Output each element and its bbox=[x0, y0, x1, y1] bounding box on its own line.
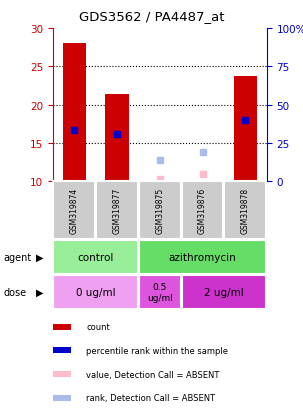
Bar bbox=[234, 77, 257, 182]
Text: GSM319875: GSM319875 bbox=[155, 188, 164, 234]
Bar bbox=[224, 182, 266, 240]
Text: dose: dose bbox=[3, 287, 26, 297]
Text: control: control bbox=[78, 252, 114, 262]
Bar bbox=[53, 275, 138, 309]
Bar bbox=[139, 182, 181, 240]
Bar bbox=[181, 182, 224, 240]
Bar bbox=[53, 324, 71, 330]
Bar bbox=[139, 275, 181, 309]
Text: GDS3562 / PA4487_at: GDS3562 / PA4487_at bbox=[79, 10, 224, 23]
Bar bbox=[105, 95, 129, 182]
Bar bbox=[53, 182, 95, 240]
Text: ▶: ▶ bbox=[36, 287, 43, 297]
Bar bbox=[96, 182, 138, 240]
Text: value, Detection Call = ABSENT: value, Detection Call = ABSENT bbox=[86, 370, 220, 379]
Text: azithromycin: azithromycin bbox=[169, 252, 236, 262]
Bar bbox=[63, 44, 86, 182]
Bar bbox=[53, 347, 71, 353]
Bar bbox=[181, 275, 266, 309]
Bar bbox=[53, 372, 71, 377]
Text: 0 ug/ml: 0 ug/ml bbox=[76, 287, 115, 297]
Bar bbox=[139, 240, 266, 274]
Bar bbox=[53, 395, 71, 401]
Text: 2 ug/ml: 2 ug/ml bbox=[204, 287, 244, 297]
Text: ▶: ▶ bbox=[36, 252, 43, 262]
Text: GSM319878: GSM319878 bbox=[241, 188, 250, 234]
Text: GSM319877: GSM319877 bbox=[113, 188, 122, 234]
Text: rank, Detection Call = ABSENT: rank, Detection Call = ABSENT bbox=[86, 393, 215, 402]
Bar bbox=[53, 240, 138, 274]
Text: count: count bbox=[86, 323, 110, 332]
Text: 0.5
ug/ml: 0.5 ug/ml bbox=[147, 282, 173, 302]
Text: GSM319876: GSM319876 bbox=[198, 188, 207, 234]
Text: GSM319874: GSM319874 bbox=[70, 188, 79, 234]
Text: agent: agent bbox=[3, 252, 31, 262]
Text: percentile rank within the sample: percentile rank within the sample bbox=[86, 346, 228, 355]
